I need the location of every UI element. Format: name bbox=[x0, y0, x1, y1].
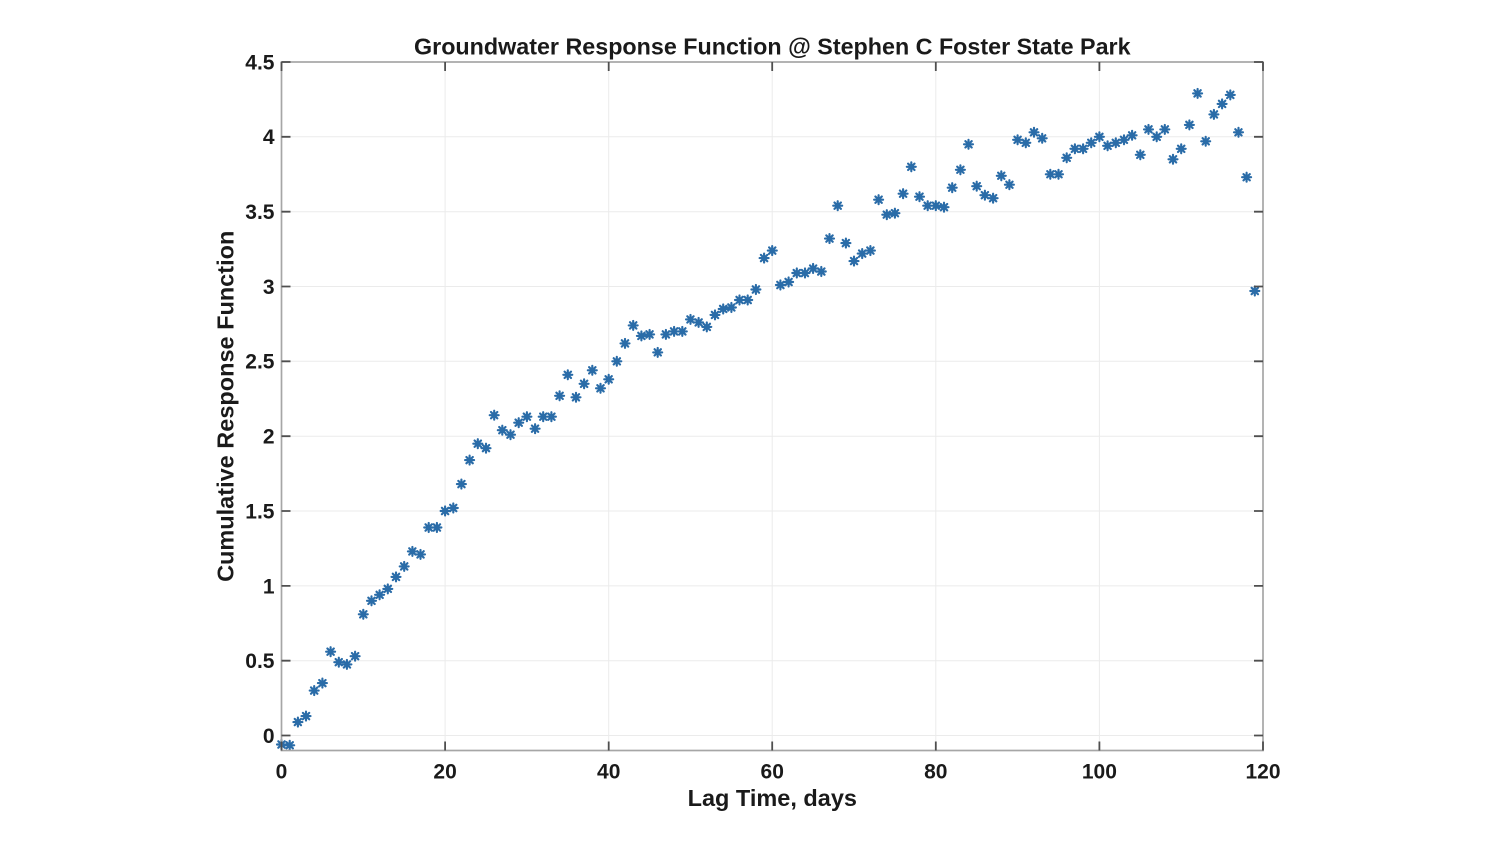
svg-text:2: 2 bbox=[263, 426, 275, 449]
svg-text:0.5: 0.5 bbox=[245, 650, 275, 673]
svg-text:100: 100 bbox=[1082, 761, 1117, 784]
svg-text:Cumulative Response Function: Cumulative Response Function bbox=[213, 231, 239, 582]
svg-text:80: 80 bbox=[924, 761, 947, 784]
svg-text:120: 120 bbox=[1245, 761, 1280, 784]
svg-text:20: 20 bbox=[433, 761, 456, 784]
svg-text:60: 60 bbox=[761, 761, 784, 784]
svg-text:3: 3 bbox=[263, 276, 275, 299]
svg-text:0: 0 bbox=[276, 761, 288, 784]
svg-text:4.5: 4.5 bbox=[245, 51, 275, 74]
svg-text:40: 40 bbox=[597, 761, 620, 784]
svg-text:1.5: 1.5 bbox=[245, 500, 275, 523]
svg-text:1: 1 bbox=[263, 575, 275, 598]
svg-text:4: 4 bbox=[263, 126, 275, 149]
svg-text:0: 0 bbox=[263, 725, 275, 748]
svg-text:2.5: 2.5 bbox=[245, 351, 275, 374]
svg-text:3.5: 3.5 bbox=[245, 201, 275, 224]
svg-text:Lag Time, days: Lag Time, days bbox=[688, 785, 857, 811]
svg-text:Groundwater Response Function: Groundwater Response Function @ Stephen … bbox=[414, 34, 1131, 60]
